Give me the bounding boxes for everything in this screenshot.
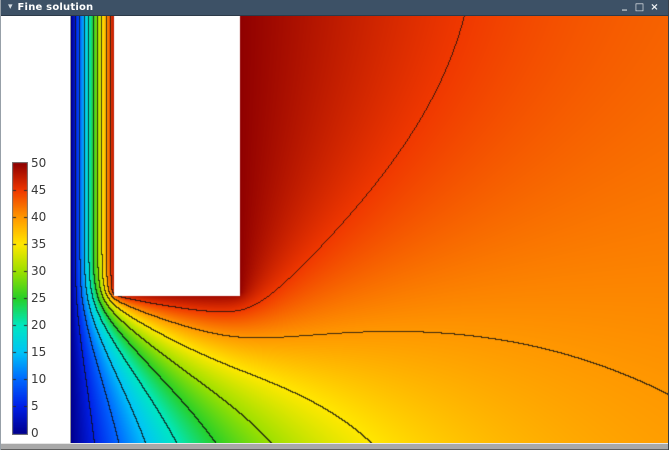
close-button[interactable]: × xyxy=(650,2,659,13)
window-title: Fine solution xyxy=(17,2,94,13)
window-controls: _ □ × xyxy=(617,0,668,14)
window-resize-strip[interactable] xyxy=(1,443,668,450)
contour-plot-canvas[interactable] xyxy=(71,16,668,443)
colorbar-tick-label: 10 xyxy=(31,372,47,386)
colorbar-tick-label: 50 xyxy=(31,156,47,170)
colorbar-tick-label: 35 xyxy=(31,237,47,251)
minimize-button[interactable]: _ xyxy=(622,0,627,11)
colorbar-tick-label: 5 xyxy=(31,399,39,413)
colorbar-tick-label: 20 xyxy=(31,318,47,332)
colorbar-tick-label: 15 xyxy=(31,345,47,359)
titlebar[interactable]: ▾ Fine solution _ □ × xyxy=(1,0,668,16)
colorbar-gradient xyxy=(12,162,28,435)
dropdown-arrow-icon[interactable]: ▾ xyxy=(8,2,13,12)
colorbar-tick-label: 40 xyxy=(31,210,47,224)
colorbar-tick-label: 0 xyxy=(31,426,39,440)
maximize-button[interactable]: □ xyxy=(634,2,645,13)
colorbar-tick-label: 25 xyxy=(31,291,47,305)
colorbar-tick-label: 45 xyxy=(31,183,47,197)
plot-area: 50 45 40 35 30 25 20 15 10 5 0 xyxy=(1,16,668,443)
colorbar-panel: 50 45 40 35 30 25 20 15 10 5 0 xyxy=(1,16,71,443)
colorbar-tick-label: 30 xyxy=(31,264,47,278)
